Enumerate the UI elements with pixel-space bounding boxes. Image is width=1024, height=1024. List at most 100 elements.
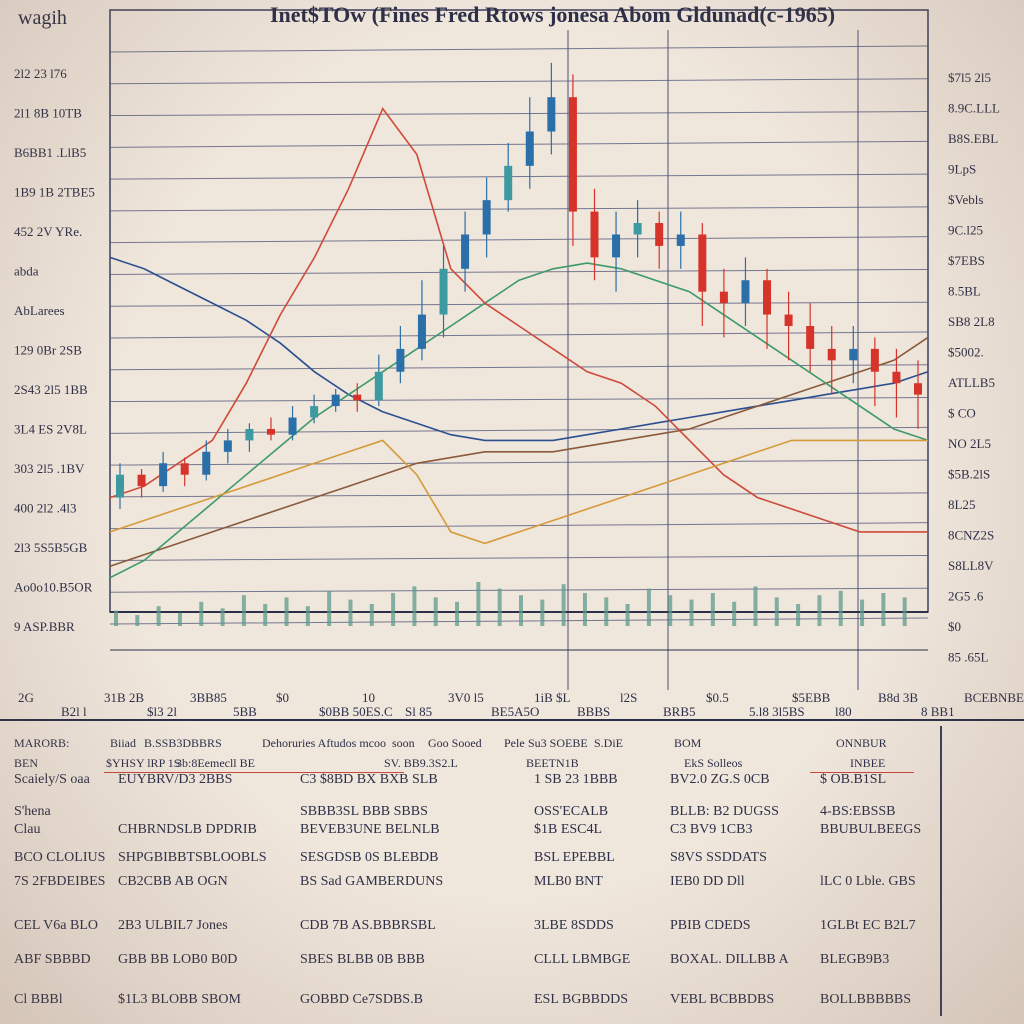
x-tick-label: 10 bbox=[362, 690, 375, 705]
x-tick-label: 3V0 l5 bbox=[448, 690, 484, 705]
candlesticks bbox=[116, 62, 922, 510]
x-tick-label: 1iB $L bbox=[534, 690, 571, 705]
volume-bar bbox=[689, 599, 694, 626]
gridline bbox=[109, 173, 929, 180]
table-cell: CB2CBB AB OGN bbox=[118, 874, 228, 889]
volume-bar bbox=[241, 595, 246, 626]
volume-bar bbox=[327, 590, 332, 626]
y-tick-label-right: ATLLB5 bbox=[948, 375, 995, 390]
x-tick-label: BRB5 bbox=[663, 704, 696, 719]
gridline bbox=[109, 426, 929, 434]
data-table: MARORB: Biiad B.SSB3DBBRS Dehoruries Aftudo… bbox=[14, 726, 1010, 1024]
x-tick-label: $5EBB bbox=[792, 690, 831, 705]
x-tick-label: $0.5 bbox=[706, 690, 729, 705]
table-cell: S'hena bbox=[14, 804, 51, 819]
series-line bbox=[109, 336, 929, 567]
table-cell: Biiad bbox=[110, 736, 136, 750]
x-tick-label: 8 BB1 bbox=[921, 704, 955, 719]
candle-body bbox=[245, 428, 254, 441]
y-tick-label-right: 8CNZ2S bbox=[948, 528, 994, 543]
y-tick-label-right: NO 2L5 bbox=[948, 436, 991, 451]
candle-body bbox=[137, 474, 146, 487]
table-cell: ABF SBBBD bbox=[14, 952, 91, 967]
corner-label: wagih bbox=[18, 7, 67, 29]
y-axis-left-ticks: 2l2 23 l76 2l1 8B 10TB B6BB1 .LlB5 1B9 1B 2… bbox=[14, 66, 95, 634]
series-line bbox=[109, 256, 929, 442]
candle-body bbox=[827, 348, 836, 361]
table-row: 7S 2FBDEIBES CB2CBB AB OGN BS Sad GAMBERDU… bbox=[14, 874, 1010, 904]
table-row: BCO CLOLIUS SHPGBIBBTSBLOOBLS SESGDSB 0S B… bbox=[14, 850, 1010, 880]
candle-body bbox=[698, 234, 707, 292]
candle-body bbox=[417, 314, 426, 349]
gridline bbox=[109, 78, 929, 85]
y-tick-label-right: $ CO bbox=[948, 406, 976, 421]
gridlines bbox=[0, 9, 1024, 721]
series-line bbox=[109, 439, 928, 545]
candle-body bbox=[763, 280, 772, 315]
table-cell: BEVEB3UNE BELNLB bbox=[300, 822, 440, 837]
candle-body bbox=[504, 165, 513, 201]
volume-bar bbox=[391, 593, 396, 626]
volume-bar bbox=[199, 601, 204, 626]
gridline bbox=[109, 301, 929, 307]
candle-body bbox=[806, 326, 815, 349]
candle-body bbox=[482, 200, 491, 235]
x-tick-label: B8d 3B bbox=[878, 690, 918, 705]
gridline bbox=[109, 522, 929, 530]
table-cell: Scaiely/S oaa bbox=[14, 772, 90, 787]
x-tick-label: BCEBNBE bbox=[964, 690, 1024, 705]
table-cell: BV2.0 ZG.S 0CB bbox=[670, 772, 770, 787]
volume-bar bbox=[817, 595, 822, 626]
table-cell: CEL V6a BLO bbox=[14, 918, 98, 933]
volume-bar bbox=[114, 610, 118, 626]
table-cell: $ OB.B1SL bbox=[820, 772, 887, 787]
volume-bar bbox=[455, 601, 460, 626]
table-subheader: BEN $YHSY lRP 1S 3b:8Eemecll BE SV. BB9.3S2… bbox=[14, 756, 1010, 786]
y-tick-label-left: Ao0o10.B5OR bbox=[14, 580, 93, 595]
x-tick-label: 3BB85 bbox=[190, 690, 227, 705]
table-cell: Pele bbox=[504, 736, 525, 750]
y-tick-label-left: 129 0Br 2SB bbox=[14, 343, 82, 358]
x-tick-label: $l3 2l bbox=[147, 704, 177, 719]
table-cell: PBIB CDEDS bbox=[670, 918, 751, 933]
y-tick-label-right: 8L25 bbox=[948, 497, 975, 512]
y-tick-label-right: $5B.2lS bbox=[948, 467, 990, 482]
table-cell: IEB0 DD Dll bbox=[670, 874, 745, 889]
candle-body bbox=[353, 394, 362, 401]
volume-bar bbox=[625, 604, 630, 626]
candle-body bbox=[288, 417, 297, 435]
candle-body bbox=[568, 97, 577, 212]
series-line bbox=[109, 107, 928, 533]
volume-bar bbox=[263, 604, 268, 626]
table-cell: EkS Solleos bbox=[684, 756, 743, 770]
candle-body bbox=[849, 348, 858, 361]
y-tick-label-left: 2l2 23 l76 bbox=[14, 66, 67, 81]
series-lines bbox=[109, 107, 929, 579]
candle-body bbox=[374, 371, 383, 401]
table-cell: 3b:8Eemecll BE bbox=[176, 756, 255, 770]
table-cell: soon bbox=[392, 736, 415, 750]
y-tick-label-right: 9C.l25 bbox=[948, 223, 983, 238]
x-tick-label: BBBS bbox=[577, 704, 610, 719]
volume-bar bbox=[561, 584, 566, 626]
candle-body bbox=[396, 348, 405, 372]
y-tick-label-left: 9 ASP.BBR bbox=[14, 619, 75, 634]
candle-body bbox=[784, 314, 793, 326]
table-cell: BCO CLOLIUS bbox=[14, 850, 106, 865]
candle-body bbox=[719, 291, 728, 304]
volume-bar bbox=[476, 582, 481, 626]
candle-body bbox=[116, 474, 124, 498]
table-cell: 7S 2FBDEIBES bbox=[14, 874, 106, 889]
table-header: MARORB: Biiad B.SSB3DBBRS Dehoruries Aftudo… bbox=[14, 736, 1010, 766]
volume-bar bbox=[497, 588, 502, 626]
candle-body bbox=[202, 451, 211, 475]
volume-bar bbox=[177, 612, 182, 626]
table-cell: MLB0 BNT bbox=[534, 874, 603, 889]
gridline bbox=[109, 236, 929, 244]
y-tick-label-left: 3L4 ES 2V8L bbox=[14, 422, 87, 437]
x-tick-label: 2G bbox=[18, 690, 34, 705]
table-cell: Goo Sooed bbox=[428, 736, 482, 750]
gridline bbox=[109, 587, 929, 593]
x-tick-label: l80 bbox=[835, 704, 852, 719]
